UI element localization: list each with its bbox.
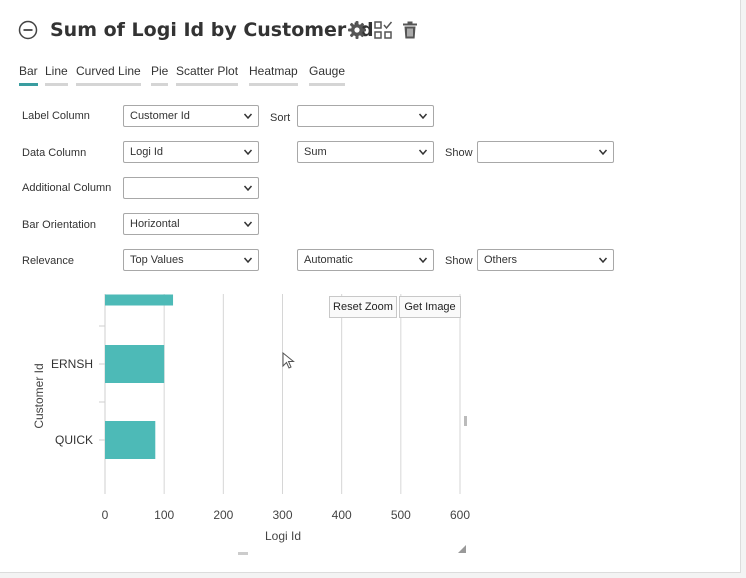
chevron-down-icon bbox=[243, 257, 253, 264]
additional-column-label: Additional Column bbox=[22, 182, 112, 194]
label-column-value: Customer Id bbox=[130, 110, 190, 122]
chevron-down-icon bbox=[243, 221, 253, 228]
gear-icon[interactable] bbox=[347, 20, 367, 40]
get-image-button[interactable]: Get Image bbox=[399, 296, 461, 318]
bar-chart[interactable]: ERNSH QUICK 0 100 200 300 400 500 600 Logi Id Cust… bbox=[28, 286, 478, 556]
data-column-label: Data Column bbox=[22, 147, 87, 159]
data-column-select[interactable]: Logi Id bbox=[123, 141, 259, 163]
bar-orientation-value: Horizontal bbox=[130, 218, 180, 230]
tab-curved-line[interactable]: Curved Line bbox=[76, 64, 141, 86]
mode-value: Automatic bbox=[304, 254, 353, 266]
reset-zoom-button[interactable]: Reset Zoom bbox=[329, 296, 397, 318]
show-others-label: Show bbox=[445, 255, 473, 267]
tab-gauge[interactable]: Gauge bbox=[309, 64, 346, 86]
x-tick-label: 0 bbox=[102, 508, 109, 522]
sort-select[interactable] bbox=[297, 105, 434, 127]
chevron-down-icon bbox=[598, 149, 608, 156]
chevron-down-icon bbox=[418, 113, 428, 120]
relevance-value: Top Values bbox=[130, 254, 184, 266]
chevron-down-icon bbox=[243, 185, 253, 192]
show-others-select[interactable]: Others bbox=[477, 249, 614, 271]
vertical-scroll-handle[interactable] bbox=[464, 416, 467, 426]
tab-heatmap[interactable]: Heatmap bbox=[249, 64, 298, 86]
bar bbox=[105, 294, 174, 306]
x-tick-label: 400 bbox=[332, 508, 352, 522]
data-column-value: Logi Id bbox=[130, 146, 164, 158]
category-label: QUICK bbox=[55, 433, 93, 447]
label-column-label: Label Column bbox=[22, 110, 90, 122]
mode-select[interactable]: Automatic bbox=[297, 249, 434, 271]
grid-check-icon[interactable] bbox=[373, 20, 393, 40]
chevron-down-icon bbox=[418, 149, 428, 156]
show-others-value: Others bbox=[484, 254, 518, 266]
bar bbox=[105, 345, 165, 383]
x-tick-label: 200 bbox=[213, 508, 233, 522]
x-axis-title: Logi Id bbox=[265, 529, 301, 543]
relevance-select[interactable]: Top Values bbox=[123, 249, 259, 271]
x-tick-label: 500 bbox=[391, 508, 411, 522]
sort-label: Sort bbox=[270, 112, 291, 124]
show-select[interactable] bbox=[477, 141, 614, 163]
x-tick-label: 300 bbox=[272, 508, 292, 522]
tab-bar[interactable]: Bar bbox=[19, 64, 38, 86]
show-label: Show bbox=[445, 147, 473, 159]
trash-icon[interactable] bbox=[400, 20, 420, 40]
tab-scatter-plot[interactable]: Scatter Plot bbox=[176, 64, 239, 86]
relevance-label: Relevance bbox=[22, 255, 74, 267]
aggregate-select[interactable]: Sum bbox=[297, 141, 434, 163]
mouse-cursor-icon bbox=[282, 352, 295, 369]
chevron-down-icon bbox=[243, 113, 253, 120]
tab-pie[interactable]: Pie bbox=[151, 64, 169, 86]
bar bbox=[105, 421, 156, 459]
category-label: ERNSH bbox=[51, 357, 93, 371]
page-title: Sum of Logi Id by Customer Id bbox=[50, 19, 374, 41]
additional-column-select[interactable] bbox=[123, 177, 259, 199]
chart-area: ERNSH QUICK 0 100 200 300 400 500 600 Logi Id Cust… bbox=[28, 286, 478, 556]
collapse-icon[interactable] bbox=[18, 20, 38, 40]
resize-handle-icon[interactable] bbox=[458, 545, 466, 553]
label-column-select[interactable]: Customer Id bbox=[123, 105, 259, 127]
bar-orientation-select[interactable]: Horizontal bbox=[123, 213, 259, 235]
x-tick-label: 100 bbox=[154, 508, 174, 522]
tab-line[interactable]: Line bbox=[45, 64, 68, 86]
y-axis-title: Customer Id bbox=[32, 363, 46, 428]
chevron-down-icon bbox=[418, 257, 428, 264]
bar-orientation-label: Bar Orientation bbox=[22, 219, 96, 231]
chevron-down-icon bbox=[243, 149, 253, 156]
x-tick-label: 600 bbox=[450, 508, 470, 522]
horizontal-scroll-handle[interactable] bbox=[238, 552, 248, 555]
chevron-down-icon bbox=[598, 257, 608, 264]
aggregate-value: Sum bbox=[304, 146, 327, 158]
